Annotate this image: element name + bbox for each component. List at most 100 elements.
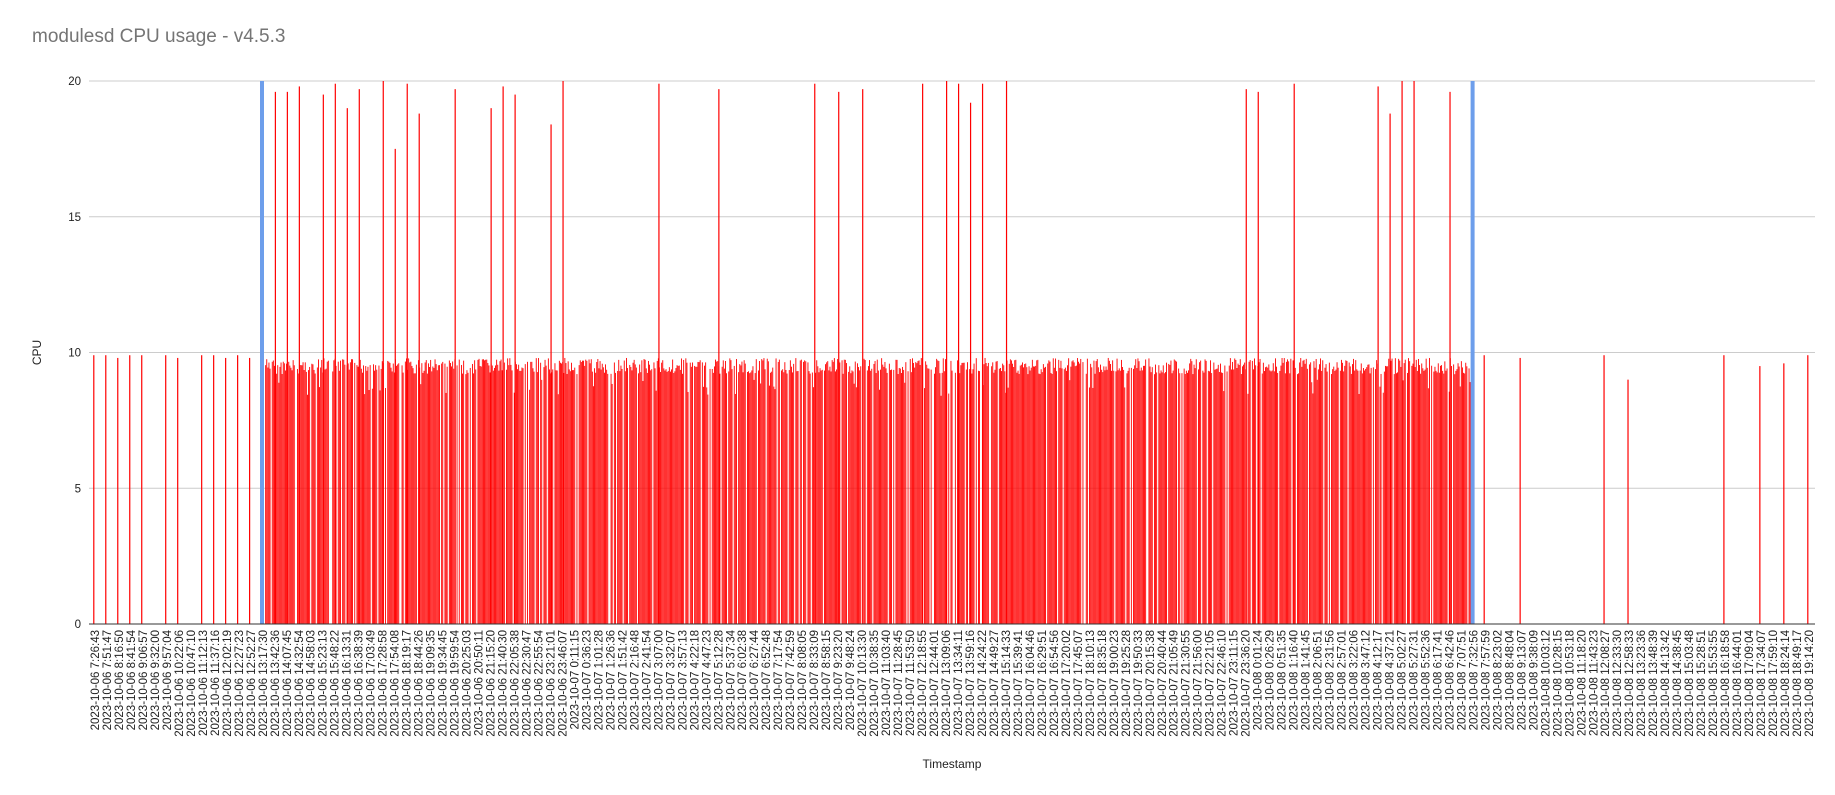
cpu-bar — [582, 360, 583, 624]
cpu-bar — [912, 358, 913, 624]
cpu-bar — [545, 365, 547, 624]
cpu-bar — [292, 360, 294, 624]
cpu-bar — [333, 360, 335, 624]
cpu-bar — [665, 369, 667, 624]
cpu-bar — [1266, 366, 1268, 624]
cpu-bar — [510, 364, 512, 624]
cpu-bar — [561, 363, 562, 624]
cpu-bar — [1117, 370, 1119, 624]
cpu-bar — [1044, 367, 1045, 624]
cpu-bar — [1411, 365, 1413, 624]
cpu-bar — [1281, 358, 1283, 624]
x-tick-label: 2023-10-06 16:38:39 — [354, 630, 366, 737]
cpu-bar — [506, 369, 507, 624]
cpu-bar — [393, 372, 395, 624]
cpu-bar — [890, 370, 891, 624]
x-tick-label: 2023-10-07 7:42:59 — [785, 630, 797, 730]
cpu-bar — [1066, 370, 1067, 624]
cpu-bar — [1332, 369, 1334, 624]
cpu-bar — [744, 363, 746, 624]
cpu-bar — [367, 366, 369, 624]
cpu-bar — [903, 369, 905, 624]
cpu-bar — [1436, 372, 1438, 624]
cpu-bar — [738, 372, 740, 624]
cpu-bar — [701, 362, 703, 624]
cpu-bar — [985, 362, 987, 624]
cpu-bar — [600, 369, 602, 624]
cpu-bar — [421, 363, 423, 624]
y-tick-label: 10 — [68, 348, 81, 360]
x-tick-label: 2023-10-07 16:04:46 — [1025, 630, 1037, 737]
cpu-bar — [1085, 373, 1087, 624]
cpu-bar — [1336, 362, 1338, 624]
x-tick-label: 2023-10-08 9:13:07 — [1516, 630, 1528, 730]
cpu-bar — [987, 362, 989, 624]
cpu-bar — [950, 360, 952, 624]
cpu-bar — [690, 366, 692, 624]
cpu-bar — [707, 394, 709, 624]
x-tick-label: 2023-10-07 0:11:15 — [569, 630, 581, 730]
cpu-bar — [1448, 391, 1450, 624]
cpu-peak-bar — [562, 81, 564, 624]
cpu-bar — [1352, 364, 1353, 624]
marker-bars — [260, 81, 1475, 624]
cpu-bar — [627, 368, 628, 624]
cpu-bar — [685, 358, 687, 624]
cpu-bar — [926, 364, 928, 624]
cpu-bar — [1140, 367, 1142, 624]
cpu-bar — [435, 364, 437, 624]
cpu-bar — [481, 359, 483, 624]
cpu-bar — [891, 369, 892, 624]
x-tick-label: 2023-10-07 13:34:11 — [953, 630, 965, 736]
cpu-bar — [893, 369, 895, 624]
cpu-bar — [1412, 363, 1414, 624]
x-tick-label: 2023-10-08 14:38:45 — [1672, 630, 1684, 737]
cpu-bar — [1172, 370, 1174, 624]
cpu-bar — [715, 359, 716, 624]
cpu-peak-bar — [1293, 83, 1295, 625]
cpu-bar — [279, 366, 281, 624]
cpu-bar — [1265, 367, 1266, 624]
cpu-bar — [1349, 366, 1351, 624]
x-axis-ticks: 2023-10-06 7:26:43 2023-10-06 7:51:47 2023… — [90, 629, 1816, 736]
cpu-bar — [808, 371, 810, 624]
cpu-bar — [489, 372, 491, 624]
x-tick-label: 2023-10-07 4:22:18 — [689, 630, 701, 730]
cpu-bar — [671, 369, 672, 624]
cpu-bar — [769, 385, 770, 624]
cpu-bar — [1385, 365, 1386, 624]
cpu-bar — [641, 360, 643, 624]
cpu-bar — [495, 365, 496, 624]
cpu-bar — [584, 365, 586, 624]
x-tick-label: 2023-10-07 19:25:28 — [1121, 630, 1133, 737]
cpu-bar — [288, 361, 290, 624]
cpu-bar — [1456, 369, 1458, 624]
cpu-bar — [772, 367, 774, 624]
x-tick-label: 2023-10-07 6:52:48 — [761, 630, 773, 730]
cpu-bar — [340, 360, 341, 624]
cpu-bar — [1335, 369, 1337, 624]
cpu-bar — [743, 360, 745, 624]
x-tick-label: 2023-10-07 1:01:28 — [593, 630, 605, 730]
cpu-bar — [1258, 362, 1260, 624]
cpu-bar — [777, 361, 779, 624]
cpu-bar — [408, 358, 410, 624]
cpu-bar — [761, 359, 763, 624]
x-tick-label: 2023-10-06 14:32:54 — [294, 629, 306, 736]
cpu-bar — [836, 369, 837, 624]
cpu-bar — [979, 371, 980, 624]
cpu-bar — [462, 373, 463, 624]
cpu-bar — [945, 359, 946, 624]
cpu-bar — [1459, 386, 1461, 624]
x-tick-label: 2023-10-07 17:20:02 — [1061, 630, 1073, 737]
cpu-bar — [1035, 365, 1037, 624]
cpu-bar — [1029, 370, 1031, 624]
cpu-bar — [606, 369, 608, 624]
cpu-bar — [714, 366, 715, 624]
cpu-peak-bar — [946, 81, 948, 624]
cpu-bar — [578, 365, 580, 624]
cpu-bar — [1255, 365, 1257, 624]
cpu-bar — [1342, 362, 1343, 624]
cpu-bar — [520, 370, 522, 624]
cpu-bar — [1110, 364, 1111, 624]
